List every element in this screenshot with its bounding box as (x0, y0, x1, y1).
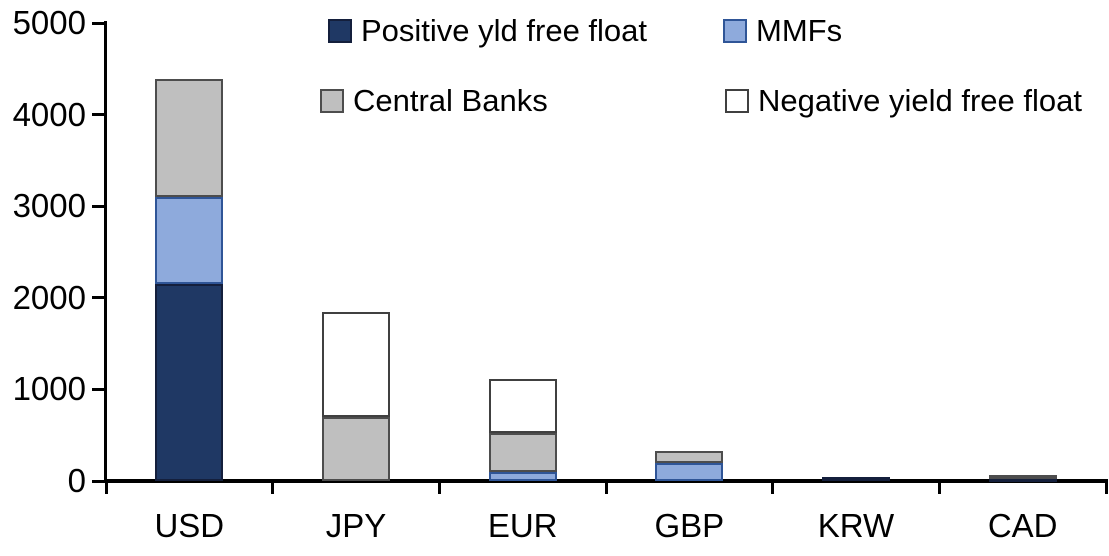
legend-label: Positive yld free float (361, 13, 648, 48)
y-tick (92, 479, 105, 483)
x-axis-label-cad: CAD (987, 507, 1058, 544)
bar-segment-central-banks (488, 432, 557, 472)
y-tick-label: 4000 (12, 95, 86, 133)
legend-item-negative-yield-free-float: Negative yield free float (725, 83, 1082, 119)
y-tick (92, 387, 105, 391)
x-tick (437, 481, 441, 494)
legend-label: MMFs (756, 13, 843, 48)
bar-segment-central-banks (155, 78, 224, 198)
legend-swatch-icon (723, 19, 747, 43)
legend-swatch-icon (725, 89, 749, 113)
x-tick (604, 481, 608, 494)
legend-item-central-banks: Central Banks (320, 83, 548, 119)
legend-swatch-icon (328, 19, 352, 43)
y-tick (92, 21, 105, 25)
x-tick (104, 481, 108, 494)
y-axis-line (104, 21, 107, 483)
legend-label: Negative yield free float (758, 83, 1082, 118)
y-tick-label: 3000 (12, 187, 86, 225)
bar-segment-negative-yield-free-float (322, 311, 390, 417)
x-tick (771, 481, 775, 494)
y-tick (92, 296, 105, 300)
y-tick-label: 1000 (12, 370, 86, 408)
x-axis-label-jpy: JPY (325, 507, 387, 544)
y-tick (92, 113, 105, 117)
y-tick-label: 2000 (12, 278, 86, 316)
legend-item-mmfs: MMFs (723, 13, 842, 49)
x-axis-label-krw: KRW (817, 507, 895, 544)
legend-swatch-icon (320, 89, 344, 113)
bar-segment-mmfs (155, 197, 224, 284)
bar-segment-positive-yld-free-float (155, 284, 224, 481)
bar-segment-mmfs (488, 471, 557, 481)
x-axis-label-gbp: GBP (654, 507, 725, 544)
bar-segment-positive-yld-free-float (988, 478, 1057, 483)
x-axis-label-usd: USD (154, 507, 225, 544)
y-tick-label: 5000 (12, 4, 86, 41)
y-tick (92, 204, 105, 208)
x-tick (271, 481, 275, 494)
legend-label: Central Banks (353, 83, 548, 118)
bar-segment-central-banks (322, 416, 390, 481)
bar-segment-mmfs (655, 462, 724, 481)
y-tick-label: 0 (67, 462, 86, 499)
bar-segment-central-banks (655, 450, 724, 463)
x-tick (1104, 481, 1108, 494)
legend-item-positive-yld-free-float: Positive yld free float (328, 13, 647, 49)
x-tick (937, 481, 941, 494)
bar-segment-central-banks (988, 475, 1057, 479)
bar-segment-positive-yld-free-float (822, 476, 890, 481)
x-axis-label-eur: EUR (487, 507, 558, 544)
bar-segment-negative-yield-free-float (488, 379, 557, 433)
